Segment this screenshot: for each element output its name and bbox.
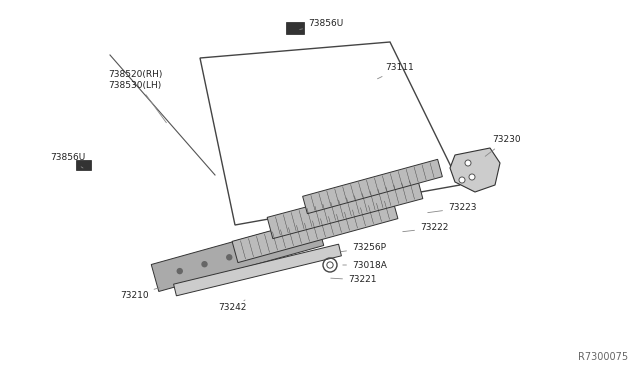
Text: 73223: 73223 <box>428 203 477 213</box>
Text: 73018A: 73018A <box>343 260 387 269</box>
Circle shape <box>276 241 281 246</box>
Text: 73221: 73221 <box>331 276 376 285</box>
Text: 73242: 73242 <box>218 300 246 312</box>
Circle shape <box>252 248 257 253</box>
Circle shape <box>227 255 232 260</box>
Text: 738520(RH)
738530(LH): 738520(RH) 738530(LH) <box>108 70 166 123</box>
Polygon shape <box>450 148 500 192</box>
Polygon shape <box>267 177 423 238</box>
Circle shape <box>177 269 182 273</box>
Polygon shape <box>232 198 398 263</box>
Bar <box>286 22 304 34</box>
Polygon shape <box>303 159 442 214</box>
Circle shape <box>465 160 471 166</box>
Circle shape <box>202 262 207 267</box>
Text: 73856U: 73856U <box>300 19 343 29</box>
Bar <box>76 160 91 170</box>
Text: 73256P: 73256P <box>340 244 386 253</box>
Text: R7300075: R7300075 <box>578 352 628 362</box>
Circle shape <box>459 177 465 183</box>
Circle shape <box>469 174 475 180</box>
Polygon shape <box>173 244 341 296</box>
Text: 73111: 73111 <box>378 64 413 79</box>
Text: 73856U: 73856U <box>50 154 85 168</box>
Text: 73222: 73222 <box>403 224 449 232</box>
Text: 73210: 73210 <box>120 288 159 299</box>
Text: 73230: 73230 <box>485 135 520 156</box>
Polygon shape <box>151 218 324 292</box>
